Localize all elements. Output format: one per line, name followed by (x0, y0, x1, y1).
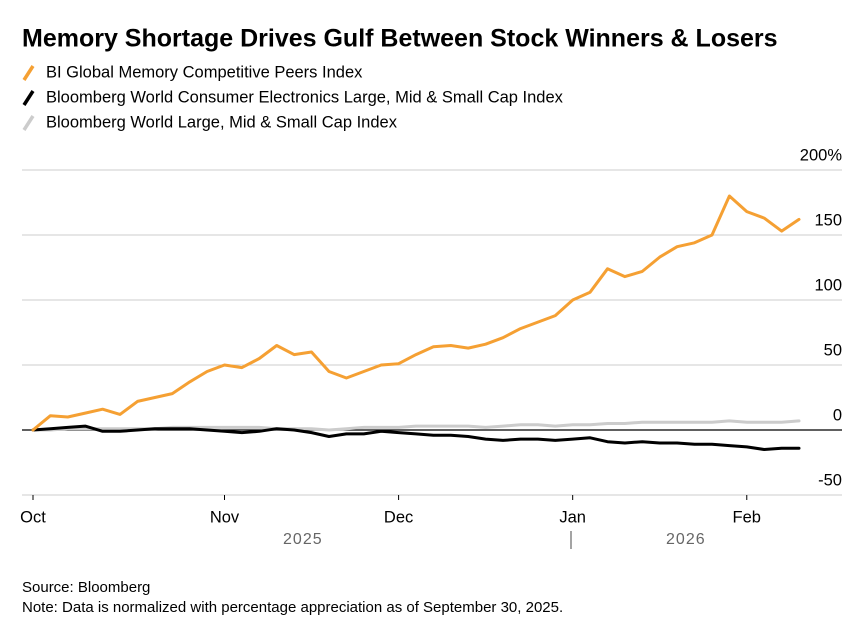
year-label: 2026 (666, 531, 706, 548)
legend-swatch (22, 65, 35, 81)
y-tick-label: 100 (814, 276, 842, 294)
note: Note: Data is normalized with percentage… (22, 599, 563, 616)
x-tick-label: Jan (559, 508, 586, 526)
source: Source: Bloomberg (22, 579, 150, 596)
y-tick-label: 50 (824, 341, 842, 359)
x-tick-label: Nov (210, 508, 240, 526)
y-tick-label: 0 (833, 406, 842, 424)
legend-label: Bloomberg World Consumer Electronics Lar… (46, 88, 564, 106)
legend-label: BI Global Memory Competitive Peers Index (46, 63, 363, 81)
legend-swatch (22, 90, 35, 106)
x-tick-label: Dec (384, 508, 413, 526)
y-tick-label: 200% (800, 146, 843, 164)
series-line (31, 424, 801, 451)
y-tick-label: -50 (818, 471, 842, 489)
year-label: 2025 (283, 531, 323, 548)
x-tick-label: Feb (733, 508, 761, 526)
legend-label: Bloomberg World Large, Mid & Small Cap I… (46, 113, 398, 131)
chart-title: Memory Shortage Drives Gulf Between Stoc… (22, 25, 778, 53)
x-tick-label: Oct (20, 508, 46, 526)
y-tick-label: 150 (814, 211, 842, 229)
series-line (31, 194, 801, 432)
legend-swatch (22, 115, 35, 131)
